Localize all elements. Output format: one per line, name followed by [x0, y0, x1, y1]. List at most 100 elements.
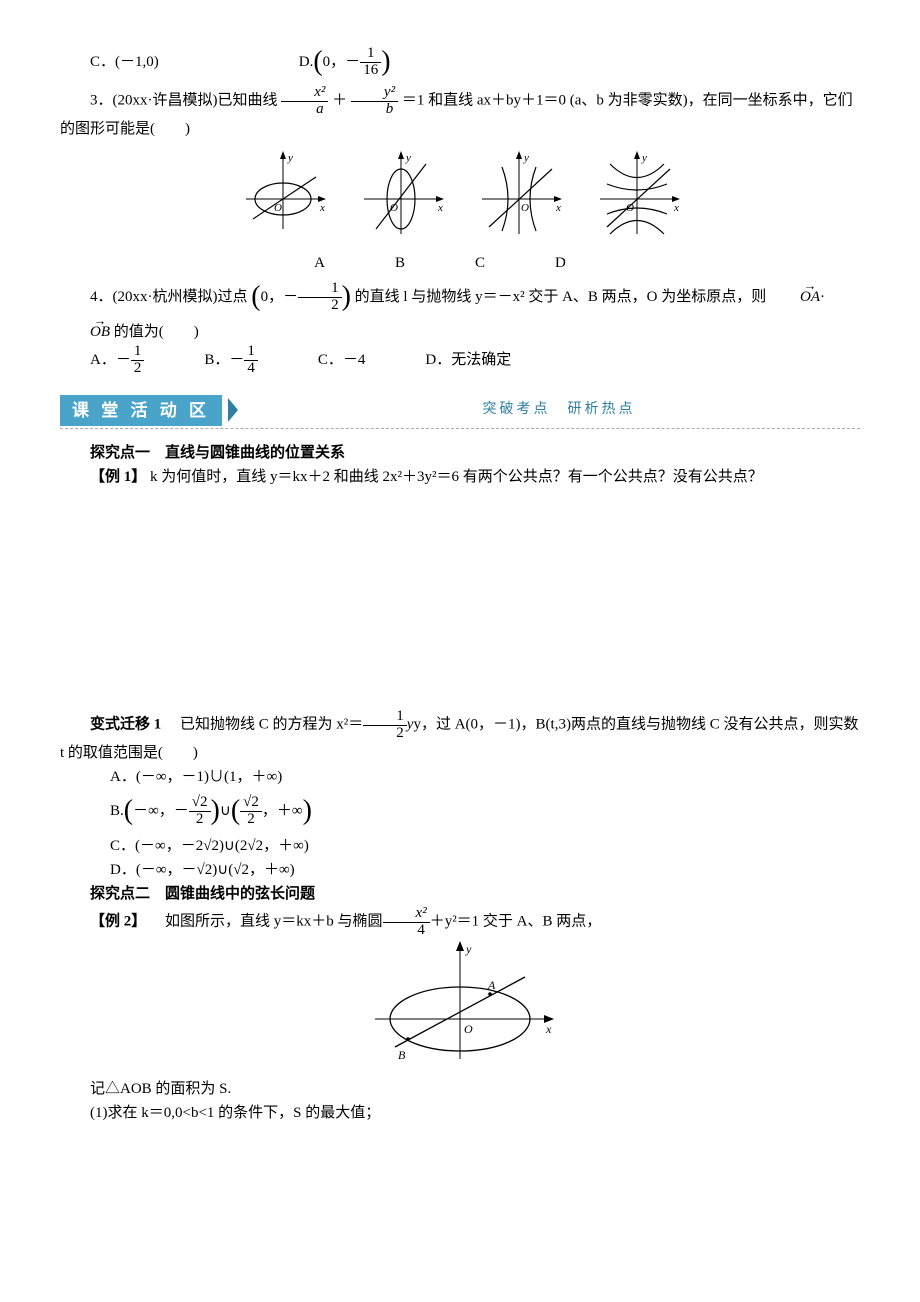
q2-options: C．(－1,0) D. ( 0，－116 ) [60, 40, 860, 85]
den: a [281, 102, 328, 118]
den: 2 [240, 812, 262, 828]
explore2: 探究点二 圆锥曲线中的弦长问题 【例 2】 如图所示，直线 y＝kx＋b 与椭圆… [60, 882, 860, 1125]
den: 4 [244, 361, 258, 377]
sqrt2: 2 [233, 858, 249, 882]
svg-text:B: B [398, 1048, 406, 1062]
section-header: 课 堂 活 动 区 突破考点 研析热点 [60, 395, 860, 429]
example2-tail-b: (1)求在 k＝0,0<b<1 的条件下，S 的最大值； [60, 1101, 860, 1125]
pre: B. [110, 803, 124, 819]
num: 1 [360, 46, 381, 63]
q3-fig-a: y x O [238, 149, 328, 239]
q3-frac2: y²b [351, 85, 398, 118]
q4-opt-d: D．无法确定 [425, 344, 511, 377]
svg-text:y: y [405, 152, 411, 164]
ellipse-figure: y x O A B [360, 939, 560, 1069]
v1-opt-c: C．(－∞，－22)∪(22，＋∞) [110, 834, 860, 858]
variant1: 变式迁移 1 已知抛物线 C 的方程为 x²＝12yy，过 A(0，－1)，B(… [60, 709, 860, 882]
sqrt: 2 [197, 858, 213, 882]
ex-label: 【例 2】 [90, 914, 146, 930]
explore1-heading: 探究点一 直线与圆锥曲线的位置关系 [60, 441, 860, 465]
section-subtitle: 突破考点 研析热点 [258, 399, 860, 421]
svg-text:A: A [487, 978, 496, 992]
svg-text:y: y [465, 942, 472, 956]
den: 2 [131, 361, 145, 377]
svg-text:O: O [521, 202, 529, 214]
den: 2 [189, 812, 211, 828]
section-title: 课 堂 活 动 区 [60, 395, 222, 426]
q2-opt-c: C．(－1,0) [90, 40, 159, 85]
q4-opt-b: B．－14 [204, 344, 258, 377]
label: B． [204, 348, 229, 372]
svg-text:y: y [287, 152, 293, 164]
q4-stem-a: 4．(20xx·杭州模拟)过点 [90, 289, 248, 305]
svg-text:x: x [437, 202, 443, 214]
num: 1 [244, 344, 258, 361]
paren-r: ) [381, 40, 390, 85]
plus: ＋ [332, 92, 347, 108]
num: 1 [363, 709, 407, 726]
v1-opt-b: B.(－∞，－22)∪(22，＋∞) [110, 789, 860, 834]
num: y² [351, 85, 398, 102]
stem-b: ＋y²＝1 交于 A、B 两点， [430, 914, 602, 930]
end: ，＋∞) [249, 862, 295, 878]
svg-text:x: x [673, 202, 679, 214]
frac: x²4 [383, 906, 430, 939]
vec-ob: OB [60, 320, 110, 344]
ex-label: 【例 1】 [90, 469, 146, 485]
opt-d-label: D. [299, 50, 314, 74]
v1-opt-a: A．(－∞，－1)∪(1，＋∞) [110, 765, 860, 789]
q4-stem-c: 的值为( ) [114, 324, 199, 340]
q3-figures: y x O y x O y x O [60, 149, 860, 247]
q3-fig-labels: ABCD [90, 251, 860, 275]
end: ，＋∞) [263, 838, 309, 854]
q4-opt-a: A．－12 [90, 344, 144, 377]
den: 16 [360, 63, 381, 79]
example2-stem: 【例 2】 如图所示，直线 y＝kx＋b 与椭圆x²4＋y²＝1 交于 A、B … [60, 906, 860, 939]
stem-a: 已知抛物线 C 的方程为 x²＝ [165, 716, 363, 732]
frac: 12 [363, 709, 407, 742]
num: 1 [298, 281, 342, 298]
ex-text: k 为何值时，直线 y＝kx＋2 和曲线 2x²＋3y²＝6 有两个公共点？有一… [150, 469, 763, 485]
paren-r: ) [342, 281, 351, 312]
sqrt: 2 [203, 834, 219, 858]
q4-opt-c: C．－4 [318, 344, 366, 377]
q3-stem-a: 3．(20xx·许昌模拟)已知曲线 [90, 92, 278, 108]
den: 4 [383, 923, 430, 939]
q4-stem: 4．(20xx·杭州模拟)过点 (0，－12) 的直线 l 与抛物线 y＝－x²… [60, 275, 860, 344]
svg-text:O: O [464, 1022, 473, 1036]
q4-stem-b: 的直线 l 与抛物线 y＝－x² 交于 A、B 两点，O 为坐标原点，则 [355, 289, 767, 305]
blank-space [60, 489, 860, 709]
q3-frac1: x²a [281, 85, 328, 118]
den: 2 [298, 298, 342, 314]
q4-options: A．－12 B．－14 C．－4 D．无法确定 [60, 344, 860, 377]
paren-l: ( [313, 40, 322, 85]
sqrt: 2 [192, 795, 208, 811]
v1-opt-d: D．(－∞，－2)∪(2，＋∞) [110, 858, 860, 882]
pre: C．(－∞，－2 [110, 838, 203, 854]
mid: )∪(2 [219, 838, 247, 854]
sqrt2: 2 [247, 834, 263, 858]
mid: )∪( [212, 862, 233, 878]
label: A． [90, 348, 116, 372]
svg-text:x: x [545, 1022, 552, 1036]
frac: 14 [244, 344, 258, 377]
svg-text:y: y [641, 152, 647, 164]
den: b [351, 102, 398, 118]
num: 1 [131, 344, 145, 361]
explore2-heading: 探究点二 圆锥曲线中的弦长问题 [60, 882, 860, 906]
q2-opt-d: D. ( 0，－116 ) [299, 40, 391, 85]
frac-d: 116 [360, 46, 381, 79]
svg-text:y: y [523, 152, 529, 164]
example2-figure: y x O A B [60, 939, 860, 1077]
q3-fig-c: y x O [474, 149, 564, 239]
example1: 【例 1】 k 为何值时，直线 y＝kx＋2 和曲线 2x²＋3y²＝6 有两个… [60, 465, 860, 489]
paren-l: ( [251, 281, 260, 312]
pre: D．(－∞，－ [110, 862, 197, 878]
q4-frac: 12 [298, 281, 342, 314]
stem-a: 如图所示，直线 y＝kx＋b 与椭圆 [150, 914, 383, 930]
vec-oa: OA [770, 285, 820, 309]
q3-fig-b: y x O [356, 149, 446, 239]
sqrt: 2 [243, 795, 259, 811]
explore1: 探究点一 直线与圆锥曲线的位置关系 【例 1】 k 为何值时，直线 y＝kx＋2… [60, 441, 860, 489]
example2-tail-a: 记△AOB 的面积为 S. [60, 1077, 860, 1101]
